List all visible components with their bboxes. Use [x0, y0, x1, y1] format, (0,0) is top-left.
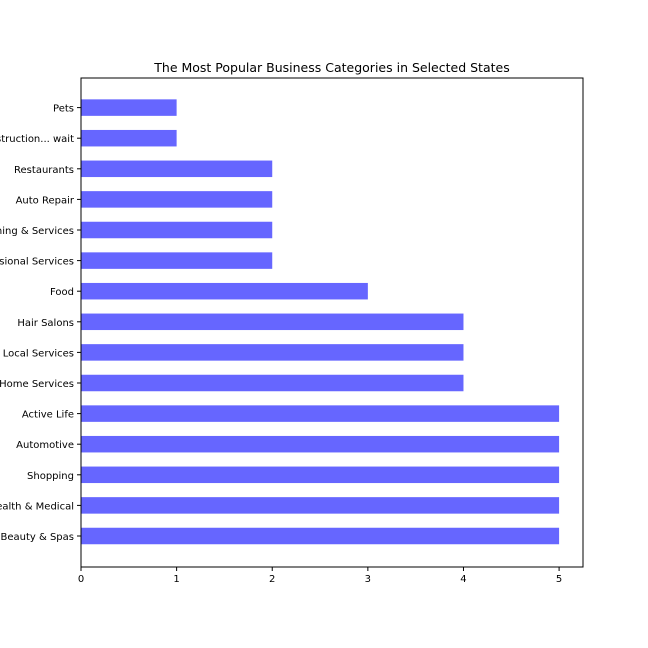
x-tick-label: 4	[460, 574, 466, 585]
x-tick-label: 2	[269, 574, 275, 585]
y-tick-label: Education & Instruction... wait	[0, 134, 74, 145]
x-tick-label: 3	[365, 574, 371, 585]
y-tick-label: Restaurants	[14, 165, 74, 176]
y-tick-label: Local Services	[3, 348, 74, 359]
y-tick-label: Automotive	[16, 440, 74, 451]
bar	[81, 221, 273, 239]
y-tick-label: Pets	[53, 104, 74, 115]
bar	[81, 160, 273, 178]
y-tick-label: Active Life	[22, 410, 74, 421]
bar	[81, 527, 560, 545]
x-tick-label: 5	[556, 574, 562, 585]
chart-title: The Most Popular Business Categories in …	[153, 60, 509, 75]
bar	[81, 497, 560, 514]
y-axis-labels: Beauty & Spas Health & Medical Shopping Aut…	[0, 104, 81, 543]
bars	[81, 99, 560, 545]
y-tick-label: Health & Medical	[0, 501, 74, 512]
bar	[81, 374, 464, 392]
bar	[81, 466, 560, 484]
y-tick-label: Event Planning & Services	[0, 226, 74, 237]
y-tick-label: Beauty & Spas	[0, 532, 74, 543]
y-tick-label: Home Services	[0, 379, 74, 390]
bar	[81, 191, 273, 208]
bar	[81, 313, 464, 331]
x-tick-label: 1	[173, 574, 179, 585]
bar	[81, 282, 368, 300]
y-tick-label: Professional Services	[0, 257, 74, 268]
plot-frame	[80, 77, 584, 568]
y-tick-label: Hair Salons	[17, 318, 74, 329]
bar	[81, 435, 560, 453]
x-tick-label: 0	[78, 574, 84, 585]
x-axis: 0 1 2 3 4 5	[78, 567, 562, 585]
y-tick-label: Shopping	[27, 471, 74, 482]
bar	[81, 252, 273, 269]
bar	[81, 99, 177, 116]
y-tick-label: Auto Repair	[16, 195, 75, 206]
y-tick-label: Food	[50, 287, 74, 298]
bar	[81, 344, 464, 361]
bar	[81, 405, 560, 422]
bar	[81, 129, 177, 147]
